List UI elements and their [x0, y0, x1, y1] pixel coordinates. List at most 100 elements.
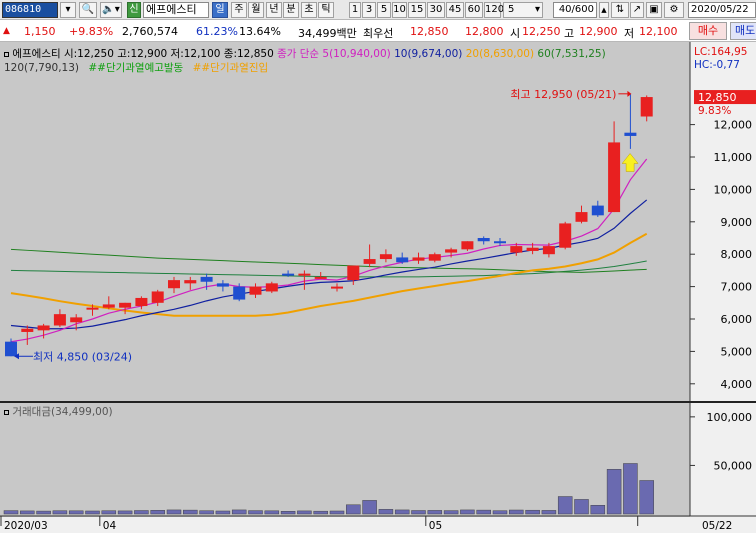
candle-body	[477, 238, 490, 242]
x-tick-label: 05/22	[702, 520, 732, 532]
legend-bar: 에프에스티 시:12,250 고:12,900 저:12,100 종:12,85…	[4, 46, 606, 61]
search-icon[interactable]: 🔍	[79, 2, 97, 18]
candle-body	[70, 317, 83, 323]
period-tab-2[interactable]: 월	[248, 2, 264, 18]
vol-tick-label: 50,000	[714, 459, 753, 472]
priority-label: 최우선	[363, 27, 394, 40]
sell-button[interactable]: 매도	[730, 22, 756, 40]
y-tick-label: 8,000	[721, 248, 753, 261]
minute-tab-5[interactable]: 5	[377, 2, 391, 18]
low-annotation: 최저 4,850 (03/24)	[33, 350, 132, 363]
buy-button[interactable]: 매수	[689, 22, 727, 40]
candle-body	[494, 241, 506, 244]
candle-body	[445, 249, 458, 253]
zoom-icon[interactable]: ↗	[630, 2, 644, 18]
period-tab-0[interactable]: 일	[212, 2, 228, 18]
tools-icon[interactable]: ⇅	[611, 2, 629, 18]
volume-bar	[427, 510, 443, 515]
minute-tab-120[interactable]: 120	[484, 2, 504, 18]
minute-tab-3[interactable]: 3	[362, 2, 376, 18]
y-tick-label: 11,000	[714, 151, 753, 164]
volume-bar	[476, 509, 491, 515]
ma20-line	[10, 232, 648, 317]
stock-code-input[interactable]: 086810	[2, 2, 58, 18]
volume-value: 2,760,574	[122, 25, 178, 38]
period-tab-4[interactable]: 분	[283, 2, 299, 18]
interval-select[interactable]: 5 ▾	[503, 2, 543, 18]
candle-body	[135, 297, 148, 307]
volume-bar	[248, 510, 263, 515]
spin-icon[interactable]: ▲	[599, 2, 609, 18]
volume-bar	[52, 510, 68, 515]
code-dropdown-button[interactable]: ▾	[60, 2, 76, 18]
new-badge[interactable]: 신	[127, 2, 141, 18]
ma5-line	[10, 158, 648, 343]
volume-bar	[297, 510, 312, 515]
volume-bar	[264, 510, 280, 515]
minute-tab-1[interactable]: 1	[349, 2, 361, 18]
minute-tab-60[interactable]: 60	[465, 2, 483, 18]
date-field[interactable]: 2020/05/22	[688, 2, 756, 18]
period-tab-1[interactable]: 주	[231, 2, 247, 18]
gear-icon[interactable]: ⚙	[664, 2, 684, 18]
ma10-line	[10, 199, 648, 330]
volume-bar	[20, 510, 35, 515]
count-field[interactable]: 40/600	[553, 2, 597, 18]
candle-body	[412, 257, 425, 261]
ask-price: 12,850	[410, 25, 449, 38]
legend-ma120: 120(7,790,13)	[4, 62, 79, 74]
legend-ma10: 10(9,674,00)	[394, 48, 463, 60]
candlestick-chart[interactable]: 4,000 5,000 6,000 7,000 8,000 9,000 10,000 11,0…	[0, 42, 756, 533]
legend-square-icon	[4, 51, 9, 57]
high-label: 고	[564, 27, 575, 40]
volume-bar	[492, 510, 508, 515]
legend-signal-1: ##단기과열예고발동	[88, 62, 184, 74]
price-axis-panel	[690, 42, 756, 533]
volume-bar	[443, 510, 459, 515]
candle-body	[591, 205, 604, 216]
volume-bar	[394, 509, 410, 515]
chevron-down-icon: ▾	[534, 4, 540, 15]
y-tick-label: 5,000	[721, 345, 753, 358]
stock-name-field[interactable]: 에프에스티	[143, 2, 209, 18]
period-tab-3[interactable]: 년	[266, 2, 282, 18]
minute-tab-45[interactable]: 45	[446, 2, 464, 18]
high-annotation: 최고 12,950 (05/21)	[510, 88, 616, 101]
candle-body	[510, 246, 523, 253]
candle-body	[168, 280, 180, 289]
minute-tab-10[interactable]: 10	[392, 2, 407, 18]
speaker-icon[interactable]: 🔈▾	[100, 2, 122, 18]
candle-body	[53, 314, 66, 326]
period-tab-6[interactable]: 틱	[318, 2, 334, 18]
volume-legend: 거래대금(34,499,00)	[4, 404, 113, 419]
minute-tab-15[interactable]: 15	[408, 2, 426, 18]
volume-bar	[590, 505, 606, 515]
period-tab-5[interactable]: 초	[301, 2, 317, 18]
candle-body	[216, 283, 229, 287]
candle-body	[428, 254, 441, 261]
y-tick-label: 10,000	[714, 183, 753, 196]
volume-bar	[36, 510, 51, 515]
volume-bar	[557, 496, 573, 515]
candle-body	[624, 132, 637, 136]
open-label: 시	[510, 27, 521, 40]
price-panel	[0, 42, 690, 402]
candle-body	[396, 257, 409, 263]
volume-bar	[606, 469, 622, 515]
volume-bar	[313, 510, 328, 515]
candle-body	[102, 304, 115, 308]
minute-tab-30[interactable]: 30	[427, 2, 445, 18]
chart-area[interactable]: 4,000 5,000 6,000 7,000 8,000 9,000 10,000 11,0…	[0, 42, 756, 533]
interval-value: 5	[508, 4, 515, 15]
candle-body	[119, 302, 132, 308]
candle-body	[575, 212, 588, 222]
volume-bar	[199, 510, 214, 515]
candle-body	[151, 291, 164, 303]
volume-bar	[574, 499, 589, 515]
x-tick-label: 04	[103, 520, 117, 532]
low-label: 저	[624, 27, 635, 40]
save-icon[interactable]: ▣	[646, 2, 662, 18]
candle-body	[37, 325, 50, 331]
volume-bar	[329, 510, 345, 515]
